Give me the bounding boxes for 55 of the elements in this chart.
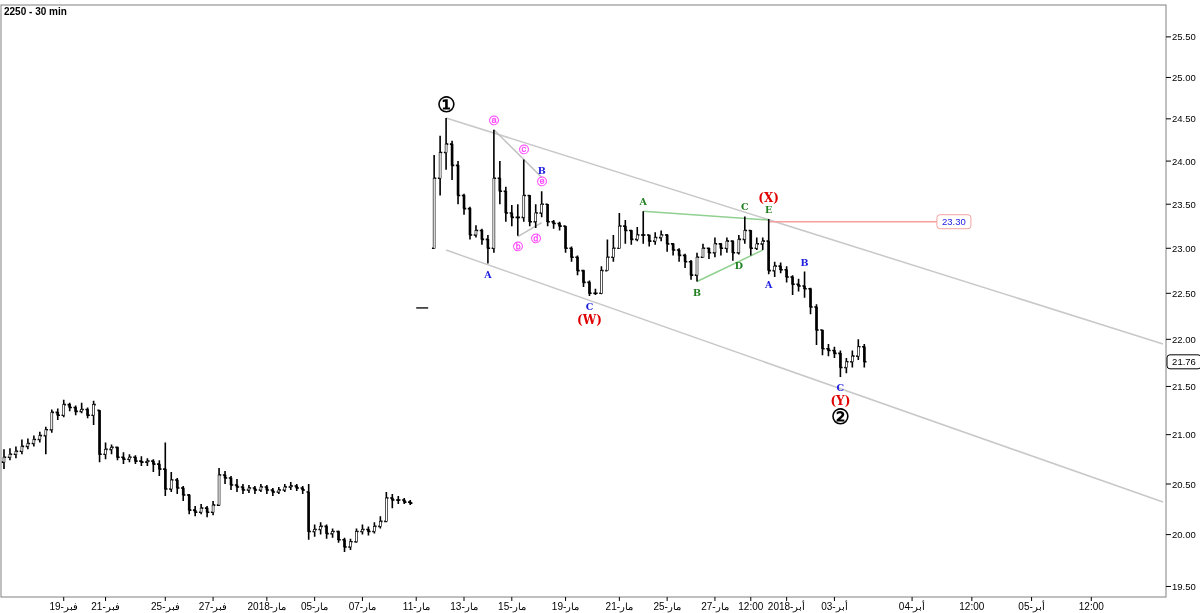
x-tick-label: 04-أبر [898,600,926,613]
x-tick-label: 27-فبر [198,601,228,613]
x-tick-label: 15-مار [498,601,526,613]
x-tick-label: 03-أبر [821,600,848,613]
x-tick-label: 07-مار [348,601,377,613]
x-tick-label: 27-مار [701,601,729,613]
annotation: A [638,196,648,208]
y-tick-label: 25.00 [1172,71,1196,83]
annotation: (W) [577,312,602,327]
y-tick-label: 22.50 [1172,287,1196,299]
title: 2250 - 30 min [4,6,67,17]
x-tick-label: 12:00 [959,601,985,612]
y-tick-label: 23.00 [1172,242,1196,254]
x-tick-label: 19-فبر [49,601,78,613]
annotation: B [693,286,702,298]
x-tick-label: 12:00 [738,601,764,612]
annotation: C [585,301,594,313]
x-tick-label: 21-فبر [91,601,120,613]
x-tick-label: 25-فبر [151,601,180,613]
annotation: A [764,279,774,291]
x-tick-label: 21-مار [605,601,634,613]
annotation: C [741,201,750,213]
x-tick-label: 05-أبر [1018,600,1045,613]
y-tick-label: 21.50 [1172,380,1196,392]
y-tick-label: 21.00 [1172,429,1196,441]
x-tick-label: 05-مار [300,601,329,613]
x-tick-label: 25-مار [653,601,681,613]
annotation: ① [436,92,456,118]
y-tick-label: 22.00 [1172,333,1196,345]
annotation: A [483,268,493,280]
annotation: D [734,259,743,271]
annotation: ⓐ [488,114,499,126]
y-tick-label: 25.50 [1172,31,1196,43]
annotation: ⓔ [536,176,547,188]
annotation: ⓓ [530,233,541,245]
y-tick-label: 23.50 [1172,198,1196,210]
y-tick-label: 24.00 [1172,155,1196,167]
x-tick-label: 13-مار [450,601,478,613]
x-tick-label: 2018-أبر [767,600,806,613]
y-tick-label: 24.50 [1172,113,1196,125]
annotation: B [800,256,809,268]
annotation: ⓑ [512,241,523,253]
y-tick-label: 20.50 [1172,478,1196,490]
annotation: 21.76 [1172,356,1196,368]
annotation: E [765,204,773,216]
x-tick-label: 12:00 [1078,601,1105,612]
x-tick-label: 19-مار [551,601,580,613]
annotation: B [537,164,546,176]
y-tick-label: 20.00 [1172,529,1196,541]
y-tick-label: 19.50 [1172,580,1196,592]
x-tick-label: 11-مار [402,601,430,613]
x-tick-label: 2018-مار [247,601,287,613]
annotation: C [836,382,845,394]
annotation: (X) [758,190,780,205]
annotation: ⓒ [518,144,529,156]
